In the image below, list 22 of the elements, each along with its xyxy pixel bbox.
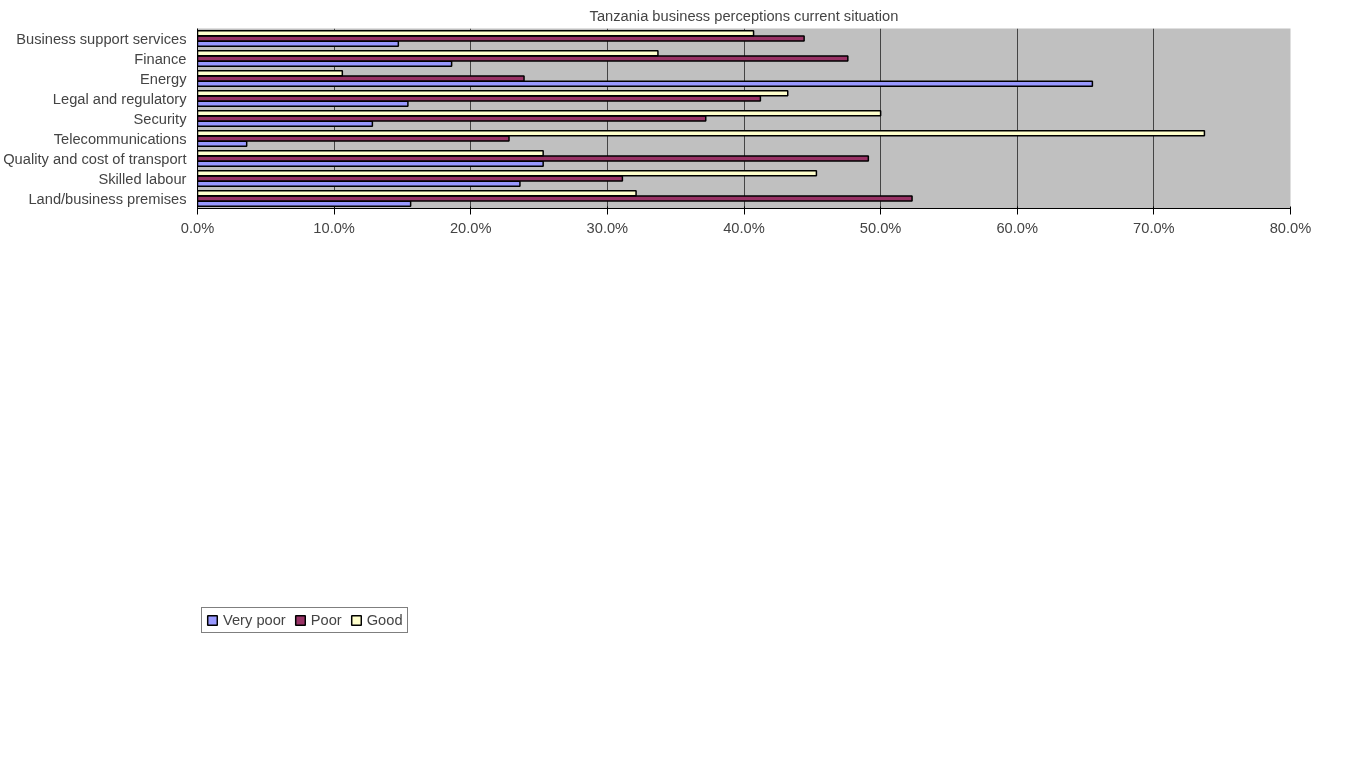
x-tick-label: 60.0%: [996, 219, 1039, 236]
y-tick-label: Energy: [140, 70, 188, 87]
x-tick-label: 0.0%: [180, 219, 215, 236]
y-tick-label: Land/business premises: [28, 190, 187, 207]
legend-label: Good: [366, 612, 403, 628]
x-tick-label: 10.0%: [313, 219, 355, 236]
y-tick-label: Telecommunications: [53, 130, 187, 147]
x-tick-label: 80.0%: [1269, 219, 1312, 236]
chart-title: Tanzania business perceptions current situation: [589, 7, 899, 24]
y-tick-label: Finance: [134, 50, 187, 67]
x-tick-label: 40.0%: [723, 219, 765, 236]
x-tick-label: 70.0%: [1133, 219, 1175, 236]
y-tick-label: Business support services: [16, 30, 187, 47]
x-tick-label: 50.0%: [859, 219, 902, 236]
y-tick-label: Security: [133, 110, 188, 127]
x-tick-label: 30.0%: [586, 219, 629, 236]
y-tick-label: Skilled labour: [98, 170, 187, 187]
x-tick-label: 20.0%: [449, 219, 492, 236]
legend-label: Very poor: [223, 612, 286, 628]
legend-label: Poor: [310, 612, 342, 628]
y-tick-label: Quality and cost of transport: [3, 150, 187, 167]
y-tick-label: Legal and regulatory: [52, 90, 188, 107]
